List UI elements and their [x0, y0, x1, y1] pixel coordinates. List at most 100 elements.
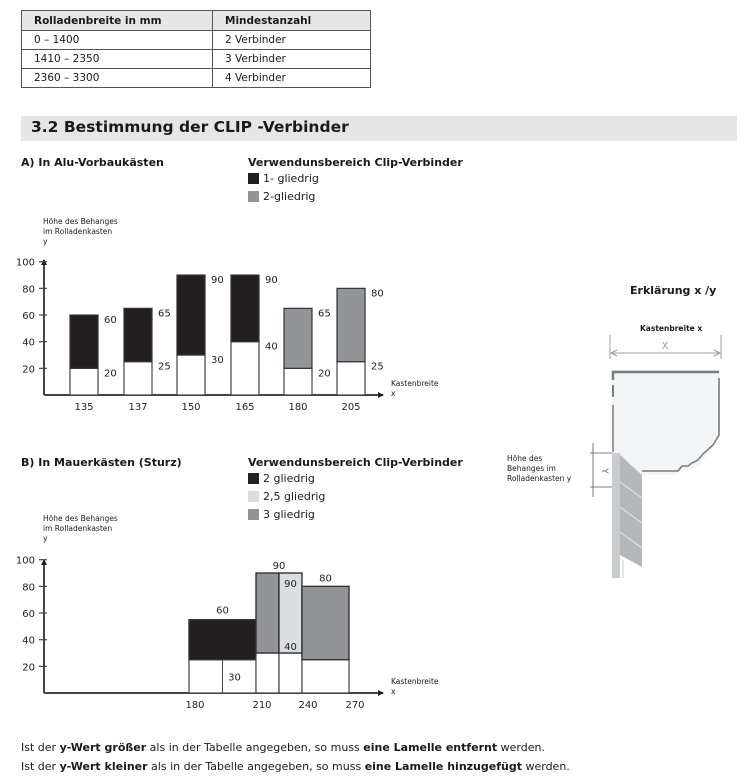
curtain-height-label: Höhe des Behanges im Rolladenkasten y: [507, 454, 571, 484]
legend-swatch: [248, 172, 259, 184]
legend-label: 2,5 gliedrig: [263, 489, 326, 503]
emphasis-text: eine Lamelle entfernt: [363, 741, 498, 754]
bar-base: [336, 361, 366, 396]
box-range: [255, 572, 280, 654]
x-tick-label: 150: [181, 402, 200, 413]
bar-range: [123, 307, 153, 363]
ylabel-line: y: [43, 237, 48, 246]
x-axis-arrow-icon: [378, 690, 384, 696]
emphasis-text: y-Wert größer: [59, 741, 147, 754]
legend-item: 2 gliedrig: [248, 469, 463, 487]
chart-a-ylabel: Höhe des Behanges im Rolladenkasten y: [43, 217, 118, 247]
box-base: [278, 652, 303, 694]
bar-high-label: 60: [104, 315, 117, 326]
text-fragment: werden.: [497, 741, 545, 754]
x-tick-label: 137: [128, 402, 147, 413]
table-header-row: Rolladenbreite in mm Mindestanzahl: [21, 10, 371, 31]
x-tick-label: 180: [185, 700, 204, 711]
footer-note-1: Ist der y-Wert größer als in der Tabelle…: [21, 741, 545, 754]
x-tick-label: 205: [341, 402, 360, 413]
bar-base: [123, 361, 153, 396]
text-fragment: Ist der: [21, 741, 60, 754]
connector-count-table: Rolladenbreite in mm Mindestanzahl 0 – 1…: [21, 10, 371, 88]
y-mark: Y: [599, 467, 609, 474]
box-low-label: 40: [284, 642, 297, 653]
x-tick-label: 270: [345, 700, 364, 711]
y-tick-label: 40: [22, 338, 35, 349]
chart-a-xlabel: Kastenbreite x: [391, 379, 439, 399]
guide-rail: [612, 453, 620, 578]
legend-item: 3 gliedrig: [248, 505, 463, 523]
label-line: Behanges im: [507, 464, 556, 473]
legend-swatch: [248, 490, 259, 502]
box-top-wall: [611, 370, 719, 380]
section-title: 3.2 Bestimmung der CLIP -Verbinder: [31, 118, 349, 136]
box-base: [255, 652, 280, 694]
curtain-slats: [620, 455, 642, 567]
slat-line: [619, 481, 643, 499]
xlabel-line: Kastenbreite: [391, 677, 439, 686]
x-tick-label: 240: [298, 700, 317, 711]
y-tick-label: 80: [22, 284, 35, 295]
box-high-label: 90: [273, 561, 286, 572]
y-tick-label: 100: [16, 556, 35, 567]
legend-item: 1- gliedrig: [248, 169, 463, 187]
x-tick-label: 180: [288, 402, 307, 413]
xlabel-line: Kastenbreite: [391, 379, 439, 388]
y-tick-label: 60: [22, 311, 35, 322]
bar-low-label: 25: [371, 362, 384, 373]
label-line: Rolladenkasten y: [507, 474, 572, 483]
box-side-wall: [642, 378, 720, 472]
legend-swatch: [248, 508, 259, 520]
x-tick-label: 135: [74, 402, 93, 413]
bar-range: [230, 274, 260, 343]
ylabel-line: Höhe des Behanges: [43, 217, 118, 226]
y-axis-arrow-icon: [41, 559, 47, 565]
x-mark: X: [662, 341, 669, 352]
legend-swatch: [248, 472, 259, 484]
table-cell: 2360 – 3300: [21, 68, 213, 88]
emphasis-text: eine Lamelle hinzugefügt: [364, 760, 522, 773]
box-range: [188, 618, 257, 661]
text-fragment: als in der Tabelle angegeben, so muss: [147, 760, 365, 773]
bar-range: [69, 314, 99, 369]
legend-title: Verwendunsbereich Clip-Verbinder: [248, 456, 463, 469]
box-high-label: 90: [284, 579, 297, 590]
table-header: Mindestanzahl: [212, 10, 371, 31]
bar-range: [336, 287, 366, 363]
chart-a-title: A) In Alu-Vorbaukästen: [21, 156, 164, 169]
section-header: 3.2 Bestimmung der CLIP -Verbinder: [21, 116, 737, 141]
x-tick-label: 165: [235, 402, 254, 413]
bar-low-label: 20: [104, 368, 117, 379]
bar-low-label: 20: [318, 368, 331, 379]
ylabel-line: im Rolladenkasten: [43, 524, 113, 533]
bar-range: [176, 274, 206, 356]
box-base: [301, 659, 350, 694]
y-tick-label: 20: [22, 364, 35, 375]
legend-swatch: [248, 190, 259, 202]
y-tick-label: 80: [22, 582, 35, 593]
box-width-label: Kastenbreite x: [640, 324, 703, 333]
ylabel-line: y: [43, 534, 48, 543]
text-fragment: werden.: [521, 760, 570, 773]
bar-high-label: 90: [265, 275, 278, 286]
xlabel-line: x: [391, 389, 396, 398]
x-tick-label: 210: [252, 700, 271, 711]
y-tick-label: 20: [22, 662, 35, 673]
chart-a-legend: Verwendunsbereich Clip-Verbinder 1- glie…: [248, 156, 463, 205]
ylabel-line: Höhe des Behanges: [43, 514, 118, 523]
y-tick-label: 40: [22, 636, 35, 647]
bar-high-label: 65: [158, 308, 171, 319]
text-fragment: als in der Tabelle angegeben, so muss: [146, 741, 364, 754]
box-interior: [612, 370, 720, 475]
y-tick-label: 60: [22, 609, 35, 620]
legend-item: 2-gliedrig: [248, 187, 463, 205]
box-high-label: 60: [216, 606, 229, 617]
y-tick-label: 100: [16, 258, 35, 269]
bar-low-label: 30: [211, 355, 224, 366]
footer-note-2: Ist der y-Wert kleiner als in der Tabell…: [21, 760, 570, 773]
legend-label: 2 gliedrig: [263, 471, 315, 485]
text-fragment: Ist der: [21, 760, 60, 773]
bar-low-label: 25: [158, 362, 171, 373]
